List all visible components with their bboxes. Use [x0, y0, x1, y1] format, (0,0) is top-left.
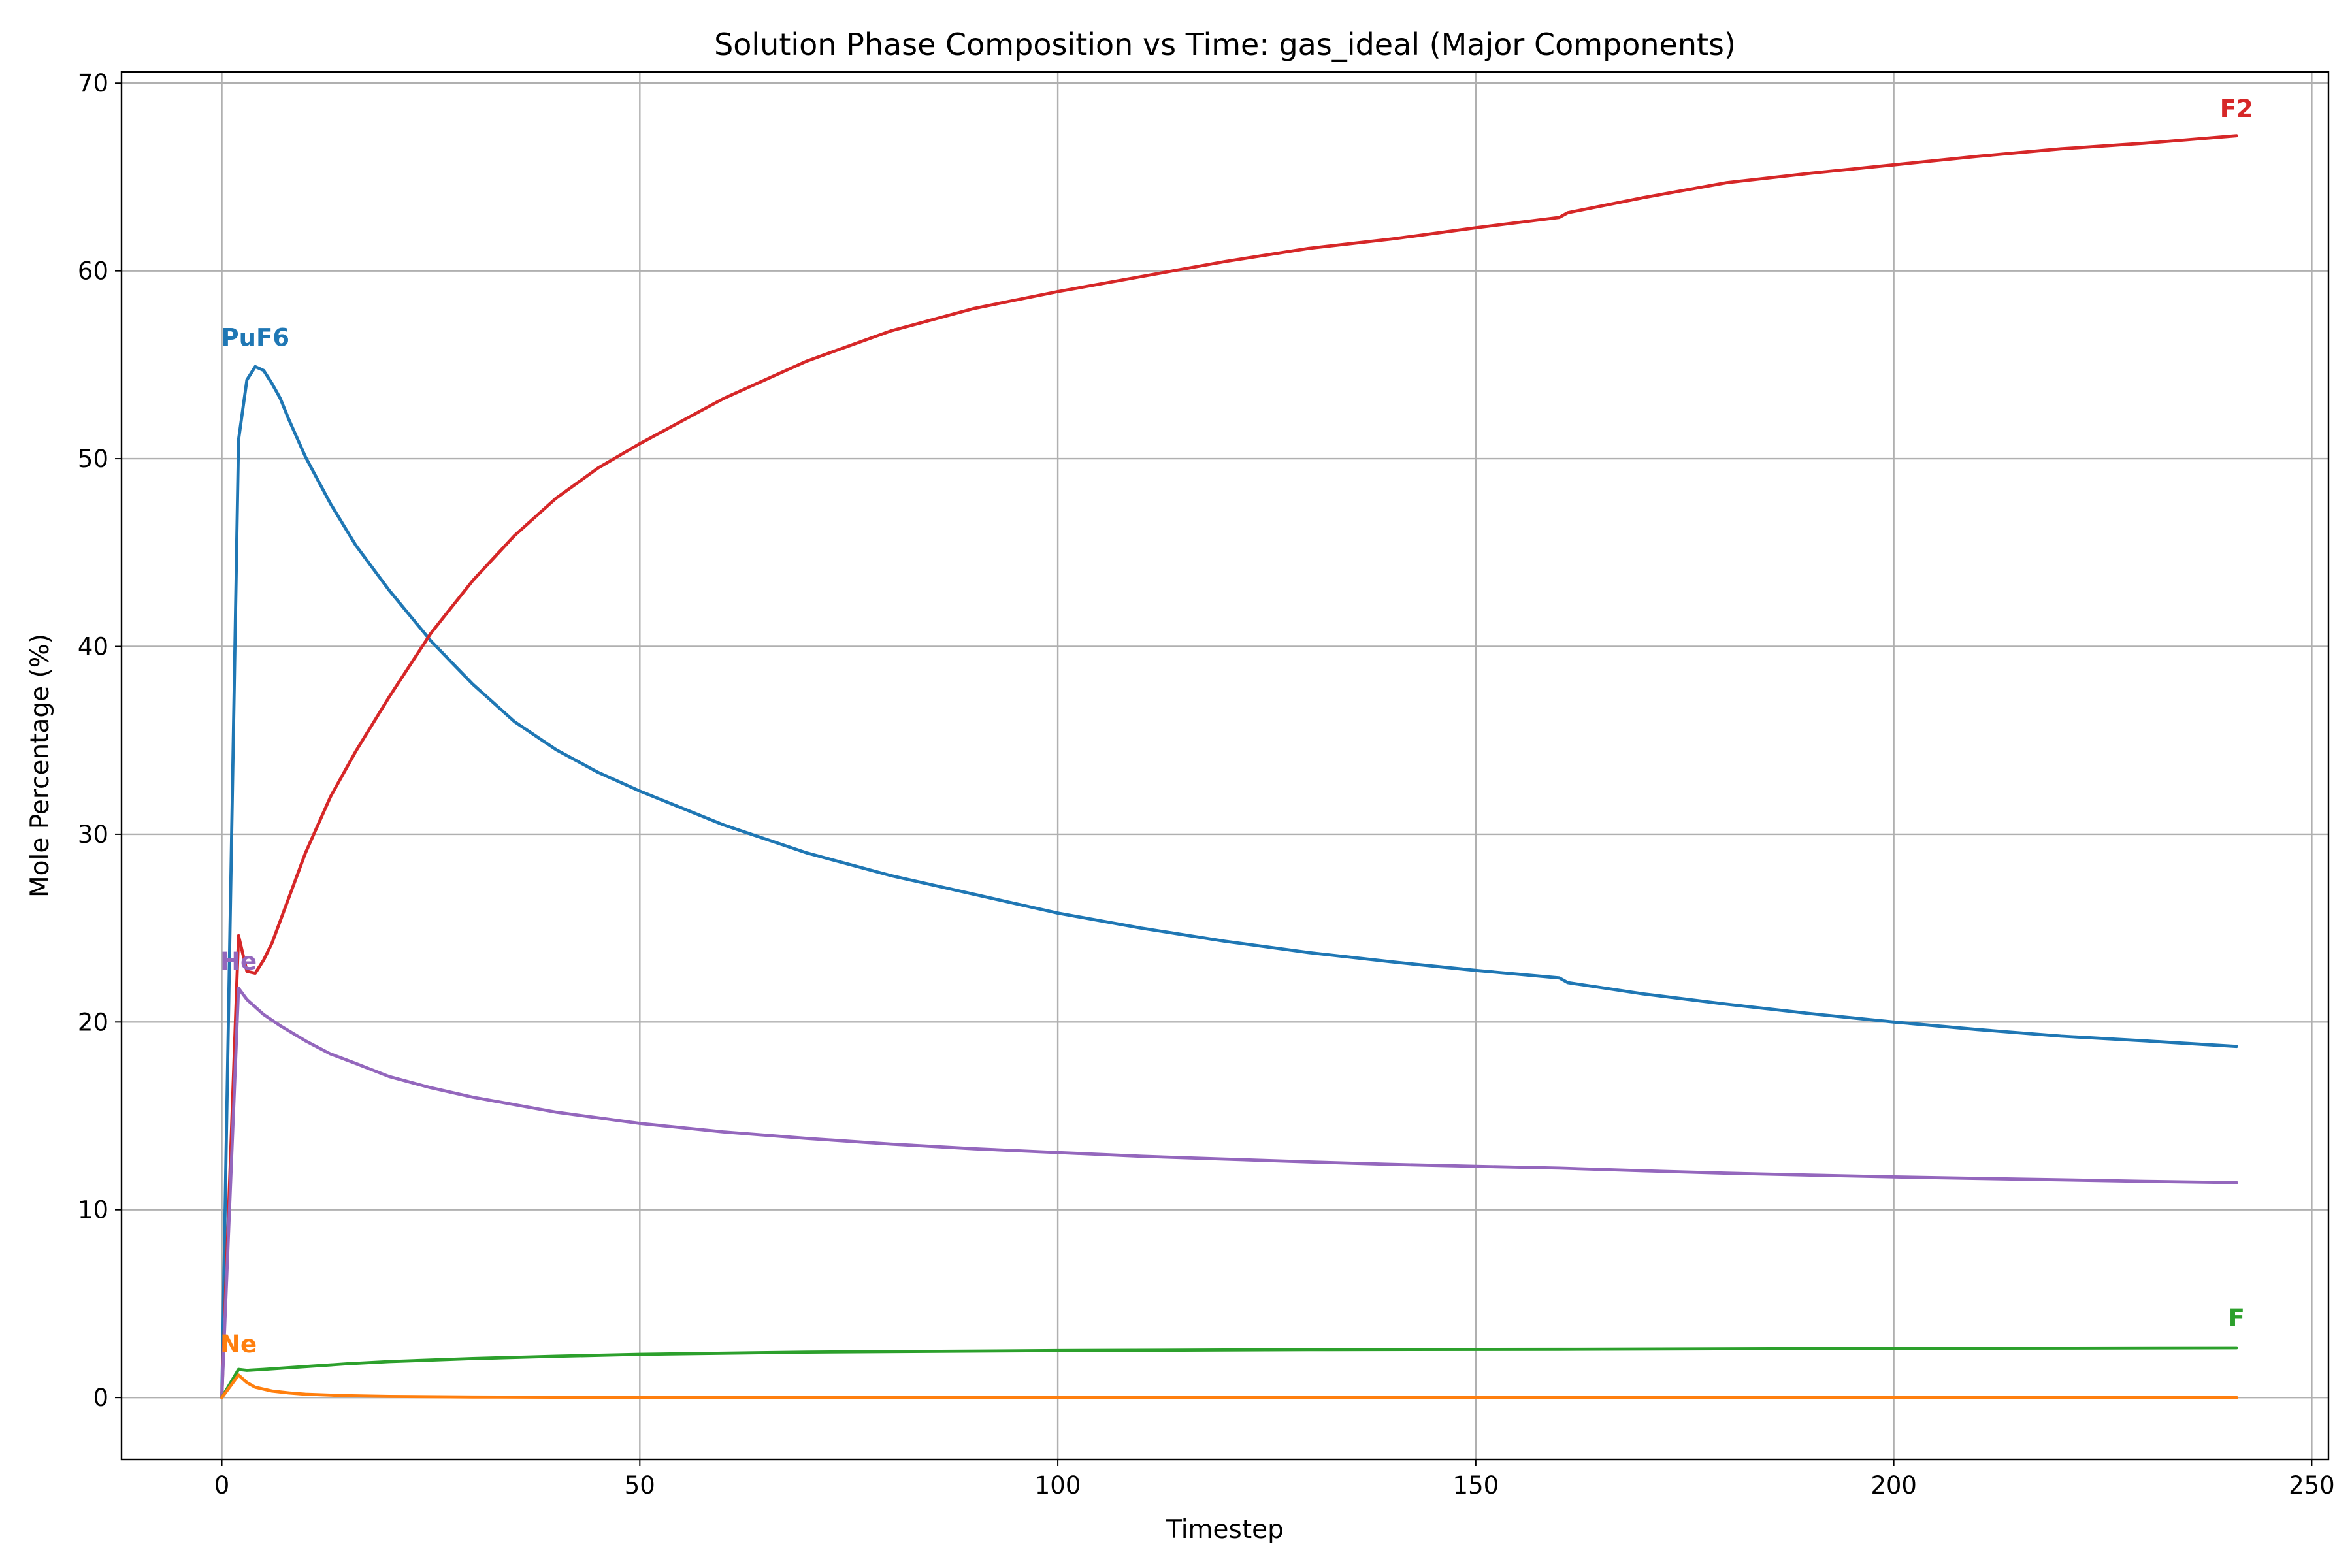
- series-label-f: F: [2229, 1304, 2245, 1332]
- y-tick-label: 40: [78, 632, 108, 661]
- series-line-f: [220, 1346, 2238, 1399]
- x-axis-label: Timestep: [1166, 1515, 1284, 1544]
- x-tick-label: 50: [625, 1471, 655, 1499]
- plot-frame: [120, 71, 2330, 1461]
- x-tick-label: 100: [1035, 1471, 1081, 1499]
- y-tick-label: 10: [78, 1196, 108, 1224]
- y-tick-label: 0: [93, 1384, 108, 1412]
- chart-title: Solution Phase Composition vs Time: gas_…: [714, 27, 1736, 62]
- series-label-f2: F2: [2220, 95, 2253, 123]
- y-tick-label: 30: [78, 821, 108, 849]
- series-labels: PuF6 F2 He F Ne: [220, 95, 2253, 1358]
- x-tick-label: 0: [214, 1471, 230, 1499]
- series-line-ne: [220, 1373, 2238, 1399]
- series-line-he: [220, 987, 2238, 1399]
- axis-ticks: 0 50 100 150 200 250 0 10 20 30 40 50 60 70: [78, 69, 2335, 1499]
- series-label-puf6: PuF6: [221, 324, 289, 352]
- y-axis-label: Mole Percentage (%): [25, 634, 55, 898]
- y-tick-label: 60: [78, 257, 108, 286]
- series-line-puf6: [220, 365, 2238, 1399]
- series-label-ne: Ne: [220, 1330, 257, 1358]
- x-tick-label: 250: [2289, 1471, 2335, 1499]
- y-tick-label: 70: [78, 69, 108, 97]
- series-lines: [220, 134, 2238, 1399]
- y-tick-label: 20: [78, 1008, 108, 1036]
- y-tick-label: 50: [78, 445, 108, 473]
- x-tick-label: 150: [1453, 1471, 1499, 1499]
- x-tick-label: 200: [1870, 1471, 1917, 1499]
- grid: [122, 72, 2328, 1460]
- series-label-he: He: [220, 947, 257, 975]
- series-line-f2: [220, 134, 2238, 1399]
